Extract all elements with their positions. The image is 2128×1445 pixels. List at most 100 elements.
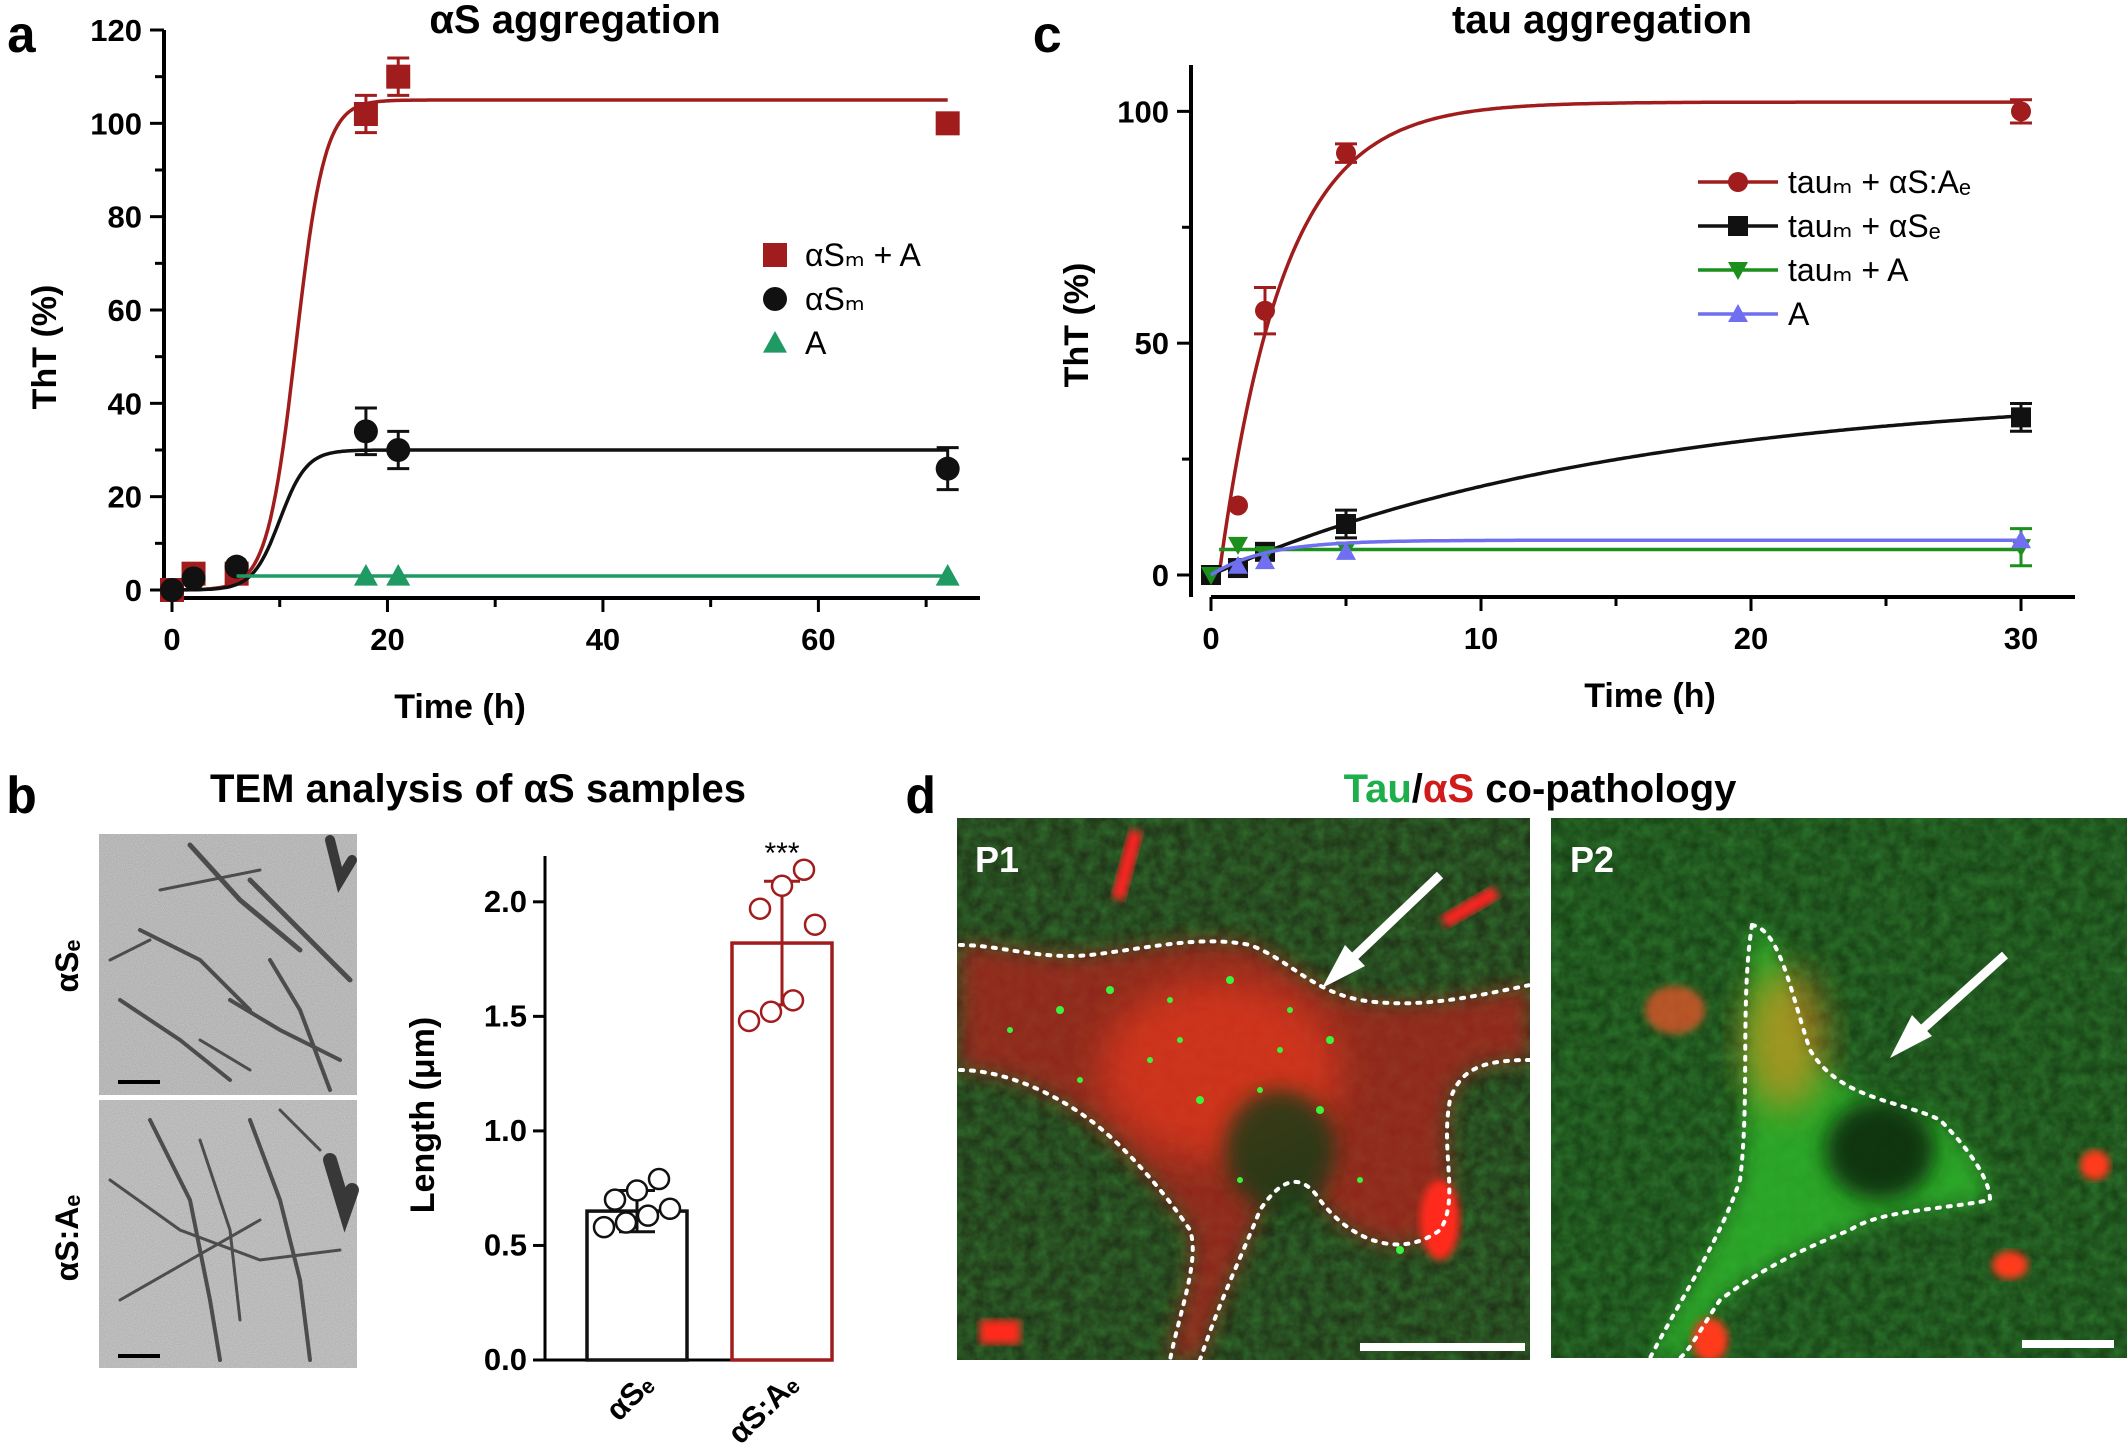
x-tick-label: 60 [801, 622, 835, 657]
legend-label: A [1788, 296, 1810, 332]
legend-marker [763, 243, 787, 267]
legend-marker [763, 287, 787, 311]
y-tick-label: 0 [125, 573, 142, 608]
x-tick-label: 40 [586, 622, 620, 657]
panel-c: c tau aggregation ThT (%) Time (h) 0 10 20… [1032, 0, 2075, 715]
data-point [935, 456, 960, 481]
legend-label: A [805, 325, 827, 361]
data-point [935, 564, 960, 586]
sample-point [748, 897, 772, 920]
micrograph-p1: P1 [957, 818, 1530, 1360]
title-rest: co-pathology [1474, 767, 1737, 811]
data-point [1255, 300, 1275, 321]
y-tick-label: 20 [108, 480, 142, 515]
data-point [1336, 541, 1356, 560]
x-tick-label: 20 [370, 622, 404, 657]
data-point [1228, 495, 1248, 516]
sample-point [636, 1204, 660, 1227]
data-point [386, 564, 411, 586]
legend-label: tauₘ + A [1788, 252, 1909, 288]
significance-annotation: *** [764, 837, 799, 870]
series-1 [160, 406, 960, 602]
chart-a-title: αS aggregation [429, 0, 720, 42]
panel-d: d Tau/αS co-pathology [905, 767, 2127, 1360]
y-tick-label: 40 [108, 386, 142, 421]
chart-b-title: TEM analysis of αS samples [210, 767, 746, 811]
data-point [935, 111, 960, 136]
chart-c-ylabel: ThT (%) [1058, 263, 1096, 388]
data-point [224, 554, 249, 579]
legend-marker [1728, 262, 1748, 280]
x-tick-label: 20 [1734, 621, 1768, 656]
y-tick-label: 50 [1135, 326, 1169, 361]
sample-point [647, 1167, 671, 1191]
series-0 [1201, 98, 2032, 585]
data-point [353, 102, 378, 126]
legend-label: αSₘ + A [805, 237, 921, 273]
legend-label: tauₘ + αSₑ [1788, 208, 1941, 244]
y-tick-label: 0.0 [484, 1342, 527, 1377]
title-tau: Tau [1344, 767, 1412, 811]
x-tick-label: 0 [1202, 621, 1219, 656]
fit-curve [171, 448, 948, 592]
title-slash: / [1412, 767, 1423, 811]
x-tick-label: 30 [2004, 621, 2038, 656]
y-tick-label: 2.0 [484, 884, 527, 919]
chart-b-ylabel: Length (μm) [404, 1017, 442, 1213]
legend-marker [1728, 216, 1748, 236]
micrograph-p1-label: P1 [975, 839, 1019, 880]
tem-image-top [99, 834, 357, 1095]
data-point [2011, 530, 2031, 549]
legend-marker [1728, 304, 1748, 322]
sample-point [603, 1188, 627, 1211]
y-tick-label: 100 [90, 106, 142, 141]
data-point [1228, 536, 1248, 555]
x-tick-label: αSₑ [599, 1366, 660, 1427]
sample-point [737, 1009, 761, 1033]
sample-point [592, 1215, 616, 1239]
chart-a-legend: αSₘ + A αSₘ A [763, 237, 921, 361]
fit-curve [1210, 538, 2021, 577]
y-tick-label: 60 [108, 293, 142, 328]
panel-letter-b: b [6, 770, 37, 829]
data-point [1255, 551, 1275, 570]
legend-label: αSₘ [805, 281, 865, 317]
micrograph-p2: P2 [1551, 818, 2127, 1358]
chart-c-legend: tauₘ + αS:Aₑ tauₘ + αSₑ tauₘ + A A [1698, 164, 1971, 332]
legend-label: tauₘ + αS:Aₑ [1788, 164, 1971, 200]
sample-point [770, 874, 794, 898]
micrograph-p2-label: P2 [1570, 839, 1614, 880]
series-3 [1210, 530, 2031, 577]
tem-image-bottom [99, 1100, 359, 1368]
y-tick-label: 100 [1117, 94, 1169, 129]
x-tick-label: αS:Aₑ [721, 1366, 805, 1445]
panel-b: b TEM analysis of αS samples [6, 767, 834, 1445]
y-tick-label: 1.5 [484, 998, 527, 1033]
sample-point [625, 1179, 649, 1202]
series-2 [236, 564, 960, 586]
y-tick-label: 120 [90, 13, 142, 48]
data-point [353, 419, 378, 444]
data-point [2011, 407, 2031, 428]
panel-letter-c: c [1032, 9, 1063, 68]
tem-row-label-2: αS:Aₑ [49, 1195, 85, 1282]
y-tick-label: 80 [108, 200, 142, 235]
y-tick-label: 1.0 [484, 1113, 527, 1148]
legend-marker [1728, 172, 1748, 192]
y-tick-label: 0 [1152, 558, 1169, 593]
chart-c-title: tau aggregation [1452, 0, 1752, 42]
chart-b-plot: 0.0 0.5 1.0 1.5 2.0 αSₑ αS:Aₑ *** [484, 837, 834, 1445]
panel-letter-a: a [6, 9, 37, 68]
sample-point [614, 1211, 638, 1234]
data-point [1336, 143, 1356, 164]
sample-point [781, 989, 805, 1012]
fit-curve [1211, 100, 2021, 577]
sample-point [658, 1197, 682, 1221]
data-point [386, 438, 411, 462]
legend-marker [763, 331, 787, 353]
data-point [181, 566, 206, 591]
x-tick-label: 10 [1464, 621, 1498, 656]
series-1 [1201, 401, 2032, 585]
chart-a-xlabel: Time (h) [394, 688, 526, 726]
